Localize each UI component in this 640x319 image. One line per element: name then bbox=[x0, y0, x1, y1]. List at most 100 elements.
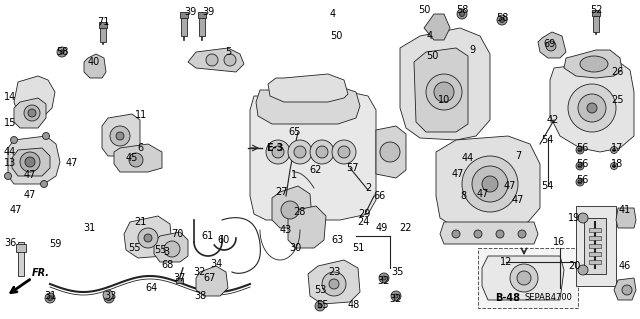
Circle shape bbox=[578, 265, 588, 275]
Polygon shape bbox=[14, 76, 55, 120]
Text: 2: 2 bbox=[365, 183, 371, 193]
Circle shape bbox=[578, 148, 582, 152]
Bar bbox=[589, 228, 601, 232]
Polygon shape bbox=[288, 206, 326, 248]
Circle shape bbox=[20, 152, 40, 172]
Circle shape bbox=[294, 146, 306, 158]
Text: 47: 47 bbox=[24, 190, 36, 200]
Text: 32: 32 bbox=[378, 276, 390, 286]
Text: 12: 12 bbox=[500, 257, 512, 267]
Circle shape bbox=[452, 230, 460, 238]
Circle shape bbox=[394, 294, 398, 298]
Text: 63: 63 bbox=[332, 235, 344, 245]
Text: 44: 44 bbox=[4, 147, 16, 157]
Circle shape bbox=[578, 164, 582, 168]
Circle shape bbox=[40, 181, 47, 188]
Text: 47: 47 bbox=[477, 189, 489, 199]
Circle shape bbox=[611, 162, 618, 169]
Polygon shape bbox=[268, 74, 348, 102]
Text: 7: 7 bbox=[515, 151, 521, 161]
Text: 65: 65 bbox=[289, 127, 301, 137]
Text: 58: 58 bbox=[496, 13, 508, 23]
Circle shape bbox=[518, 230, 526, 238]
Text: 56: 56 bbox=[576, 175, 588, 185]
Circle shape bbox=[457, 9, 467, 19]
Circle shape bbox=[42, 132, 49, 139]
Circle shape bbox=[322, 272, 346, 296]
Circle shape bbox=[206, 54, 218, 66]
Circle shape bbox=[578, 213, 588, 223]
Circle shape bbox=[379, 273, 389, 283]
Text: 50: 50 bbox=[418, 5, 430, 15]
Circle shape bbox=[474, 230, 482, 238]
Polygon shape bbox=[424, 14, 450, 40]
Text: 61: 61 bbox=[202, 231, 214, 241]
Text: 50: 50 bbox=[330, 31, 342, 41]
Circle shape bbox=[497, 15, 507, 25]
Bar bbox=[18, 242, 24, 276]
Text: 38: 38 bbox=[194, 291, 206, 301]
Circle shape bbox=[612, 149, 616, 152]
Text: 4: 4 bbox=[330, 9, 336, 19]
Polygon shape bbox=[400, 28, 490, 140]
Text: 51: 51 bbox=[352, 243, 364, 253]
Polygon shape bbox=[614, 278, 636, 300]
Circle shape bbox=[434, 82, 454, 102]
Circle shape bbox=[338, 146, 350, 158]
Text: 49: 49 bbox=[376, 223, 388, 233]
Circle shape bbox=[612, 165, 616, 167]
Bar bbox=[176, 278, 183, 283]
Circle shape bbox=[110, 126, 130, 146]
Text: 45: 45 bbox=[126, 153, 138, 163]
Bar bbox=[198, 12, 206, 18]
Text: 53: 53 bbox=[314, 285, 326, 295]
Circle shape bbox=[10, 137, 17, 144]
Circle shape bbox=[576, 178, 584, 186]
Circle shape bbox=[332, 140, 356, 164]
Text: 34: 34 bbox=[210, 259, 222, 269]
Text: 47: 47 bbox=[10, 205, 22, 215]
Text: 32: 32 bbox=[194, 267, 206, 277]
Polygon shape bbox=[8, 136, 60, 184]
Circle shape bbox=[116, 132, 124, 140]
Text: 47: 47 bbox=[24, 170, 36, 180]
Text: 70: 70 bbox=[171, 229, 183, 239]
Text: B-48: B-48 bbox=[495, 293, 520, 303]
Circle shape bbox=[576, 162, 584, 170]
Text: 62: 62 bbox=[310, 165, 322, 175]
Bar bbox=[576, 206, 616, 286]
Text: 55: 55 bbox=[316, 300, 328, 310]
Text: 24: 24 bbox=[357, 217, 369, 227]
Circle shape bbox=[329, 279, 339, 289]
Polygon shape bbox=[564, 50, 622, 78]
Circle shape bbox=[499, 18, 504, 23]
Bar bbox=[199, 18, 205, 36]
Circle shape bbox=[611, 146, 618, 153]
Text: 50: 50 bbox=[426, 51, 438, 61]
Text: 11: 11 bbox=[135, 110, 147, 120]
Text: 43: 43 bbox=[280, 225, 292, 235]
Text: 28: 28 bbox=[293, 207, 305, 217]
Text: 67: 67 bbox=[204, 273, 216, 283]
Polygon shape bbox=[14, 98, 46, 128]
Polygon shape bbox=[376, 126, 406, 178]
Text: 25: 25 bbox=[611, 95, 623, 105]
Bar bbox=[180, 12, 188, 18]
Polygon shape bbox=[440, 222, 538, 244]
Text: 69: 69 bbox=[543, 39, 555, 49]
Circle shape bbox=[57, 47, 67, 57]
Ellipse shape bbox=[580, 56, 608, 72]
Text: 33: 33 bbox=[104, 291, 116, 301]
Circle shape bbox=[391, 291, 401, 301]
Bar bbox=[478, 248, 578, 308]
Circle shape bbox=[482, 176, 498, 192]
Polygon shape bbox=[482, 256, 564, 300]
Text: 10: 10 bbox=[438, 95, 450, 105]
Circle shape bbox=[546, 41, 556, 51]
Circle shape bbox=[45, 293, 55, 303]
Bar bbox=[589, 244, 601, 248]
Text: SEPAB4700: SEPAB4700 bbox=[524, 293, 572, 302]
Text: 60: 60 bbox=[218, 235, 230, 245]
Circle shape bbox=[138, 228, 158, 248]
Circle shape bbox=[129, 153, 143, 167]
